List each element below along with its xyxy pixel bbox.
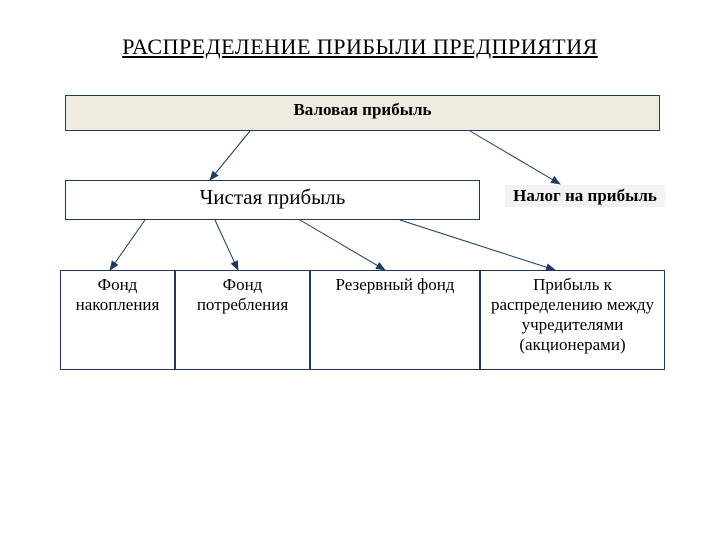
edge-arrow (400, 220, 555, 270)
edge-arrow (215, 220, 238, 270)
node-consume: Фонд потребления (175, 270, 310, 370)
edge-arrow (210, 131, 250, 180)
node-net: Чистая прибыль (65, 180, 480, 220)
node-accum: Фонд накопления (60, 270, 175, 370)
edge-arrow (470, 131, 560, 184)
node-tax-label: Налог на прибыль (513, 186, 657, 205)
node-gross: Валовая прибыль (65, 95, 660, 131)
node-tax: Налог на прибыль (505, 185, 665, 207)
node-net-label: Чистая прибыль (200, 185, 346, 210)
node-reserve: Резервный фонд (310, 270, 480, 370)
node-gross-label: Валовая прибыль (293, 100, 431, 120)
edge-arrow (110, 220, 145, 270)
node-dist-label: Прибыль к распределению между учредителя… (481, 275, 664, 355)
node-consume-label: Фонд потребления (176, 275, 309, 315)
page-title: РАСПРЕДЕЛЕНИЕ ПРИБЫЛИ ПРЕДПРИЯТИЯ (0, 34, 720, 60)
node-reserve-label: Резервный фонд (336, 275, 455, 295)
node-dist: Прибыль к распределению между учредителя… (480, 270, 665, 370)
edge-arrow (300, 220, 385, 270)
node-accum-label: Фонд накопления (61, 275, 174, 315)
